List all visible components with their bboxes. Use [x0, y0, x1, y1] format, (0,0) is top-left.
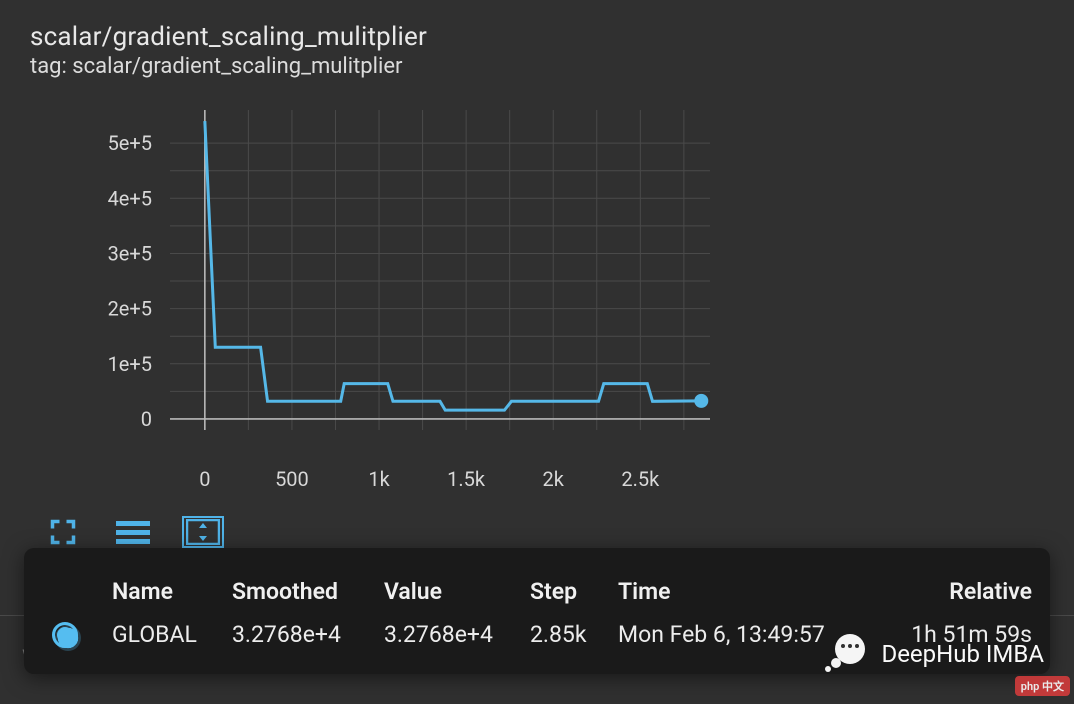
col-value: Value	[384, 578, 530, 605]
fullscreen-icon[interactable]	[44, 518, 82, 546]
svg-text:3e+5: 3e+5	[108, 241, 152, 265]
scalar-chart[interactable]: 01e+52e+53e+54e+55e+505001k1.5k2k2.5k	[70, 100, 750, 470]
cell-smoothed: 3.2768e+4	[232, 621, 384, 648]
list-icon[interactable]	[114, 518, 152, 546]
col-smoothed: Smoothed	[232, 578, 384, 605]
svg-text:1k: 1k	[368, 467, 390, 491]
svg-text:500: 500	[275, 467, 309, 491]
svg-text:2e+5: 2e+5	[108, 297, 152, 321]
svg-text:2.5k: 2.5k	[621, 467, 660, 491]
svg-text:5e+5: 5e+5	[108, 131, 152, 155]
svg-text:0: 0	[141, 407, 152, 431]
cell-step: 2.85k	[530, 621, 618, 648]
run-swatch	[52, 622, 78, 648]
php-badge: php 中文	[1015, 676, 1070, 696]
col-time: Time	[618, 578, 874, 605]
cell-name: GLOBAL	[112, 621, 232, 648]
col-relative: Relative	[874, 578, 1032, 605]
chart-tag: tag: scalar/gradient_scaling_mulitplier	[30, 54, 1074, 79]
col-step: Step	[530, 578, 618, 605]
svg-text:0: 0	[199, 467, 210, 491]
chart-title: scalar/gradient_scaling_mulitplier	[30, 22, 1074, 52]
col-name: Name	[112, 578, 232, 605]
svg-text:2k: 2k	[543, 467, 565, 491]
svg-text:4e+5: 4e+5	[108, 186, 152, 210]
value-tooltip: Name Smoothed Value Step Time Relative G…	[24, 548, 1050, 674]
chart-toolbar	[44, 518, 222, 546]
svg-text:1e+5: 1e+5	[108, 352, 152, 376]
svg-text:1.5k: 1.5k	[447, 467, 486, 491]
fit-domain-icon[interactable]	[184, 518, 222, 546]
cell-value: 3.2768e+4	[384, 621, 530, 648]
cell-time: Mon Feb 6, 13:49:57	[618, 621, 874, 648]
cell-relative: 1h 51m 59s	[874, 621, 1032, 648]
